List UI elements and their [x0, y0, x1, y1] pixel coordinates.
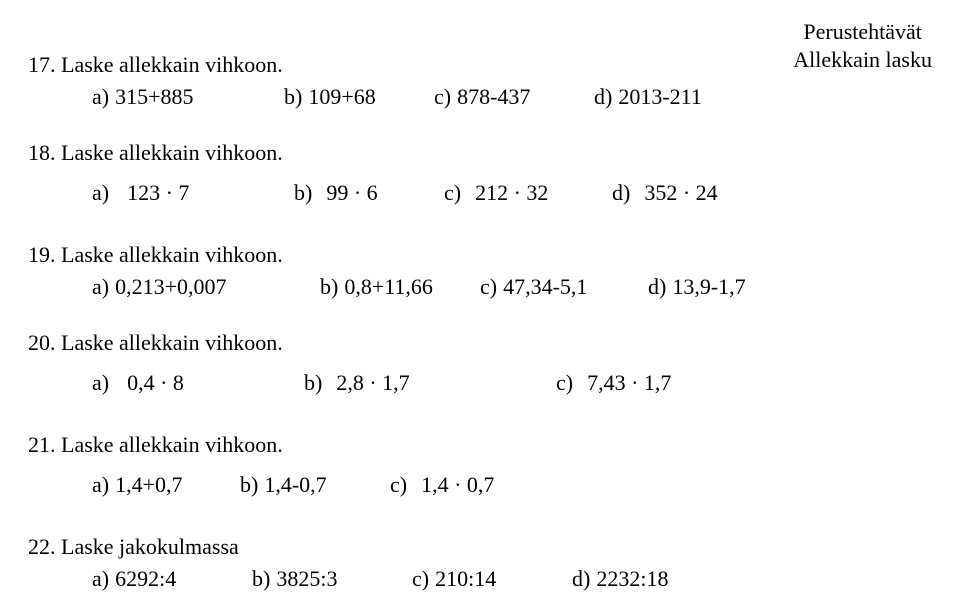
problem-18-d-expr: 352 · 24	[644, 180, 717, 206]
problem-21-prompt: 21. Laske allekkain vihkoon.	[28, 432, 494, 458]
label-b: b)	[284, 84, 302, 110]
label-d: d)	[612, 180, 630, 206]
label-a: a)	[92, 84, 109, 110]
problem-19-c: c) 47,34-5,1	[480, 274, 648, 300]
problem-19-a-expr: 0,213+0,007	[115, 274, 226, 300]
label-b: b)	[320, 274, 338, 300]
label-c: c)	[390, 472, 407, 498]
label-d: d)	[572, 566, 590, 592]
label-a: a)	[92, 274, 109, 300]
problem-21-a-expr: 1,4+0,7	[115, 472, 182, 498]
problem-19: 19. Laske allekkain vihkoon. a) 0,213+0,…	[28, 242, 746, 300]
label-d: d)	[648, 274, 666, 300]
problem-21-b-expr: 1,4-0,7	[264, 472, 326, 498]
label-a: a)	[92, 566, 109, 592]
label-c: c)	[412, 566, 429, 592]
problem-17-d-expr: 2013-211	[618, 84, 702, 110]
problem-19-b: b) 0,8+11,66	[320, 274, 480, 300]
problem-17-c: c) 878-437	[434, 84, 594, 110]
label-a: a)	[92, 180, 109, 206]
problem-21-c: c) 1,4 · 0,7	[390, 472, 494, 498]
problem-17-d: d) 2013-211	[594, 84, 702, 110]
problem-18-c-expr: 212 · 32	[475, 180, 548, 206]
problem-20: 20. Laske allekkain vihkoon. a) 0,4 · 8 …	[28, 330, 671, 396]
problem-21-row: a) 1,4+0,7 b) 1,4-0,7 c) 1,4 · 0,7	[92, 472, 494, 498]
problem-17: 17. Laske allekkain vihkoon. a) 315+885 …	[28, 52, 702, 110]
problem-22-prompt: 22. Laske jakokulmassa	[28, 534, 668, 560]
problem-20-b: b) 2,8 · 1,7	[304, 370, 556, 396]
problem-17-b: b) 109+68	[284, 84, 434, 110]
problem-20-a-expr: 0,4 · 8	[127, 370, 184, 396]
problem-20-row: a) 0,4 · 8 b) 2,8 · 1,7 c) 7,43 · 1,7	[92, 370, 671, 396]
label-c: c)	[480, 274, 497, 300]
header-line-1: Perustehtävät	[793, 18, 932, 46]
problem-21-c-expr: 1,4 · 0,7	[421, 472, 494, 498]
problem-19-prompt: 19. Laske allekkain vihkoon.	[28, 242, 746, 268]
problem-17-a: a) 315+885	[92, 84, 284, 110]
label-c: c)	[434, 84, 451, 110]
problem-22-row: a) 6292:4 b) 3825:3 c) 210:14 d) 2232:18	[92, 566, 668, 592]
problem-17-a-expr: 315+885	[115, 84, 193, 110]
problem-18-a-expr: 123 · 7	[127, 180, 189, 206]
problem-21-b: b) 1,4-0,7	[240, 472, 390, 498]
problem-21: 21. Laske allekkain vihkoon. a) 1,4+0,7 …	[28, 432, 494, 498]
problem-18-a: a) 123 · 7	[92, 180, 294, 206]
problem-22: 22. Laske jakokulmassa a) 6292:4 b) 3825…	[28, 534, 668, 592]
problem-19-b-expr: 0,8+11,66	[344, 274, 433, 300]
problem-20-a: a) 0,4 · 8	[92, 370, 304, 396]
label-d: d)	[594, 84, 612, 110]
problem-20-b-expr: 2,8 · 1,7	[336, 370, 409, 396]
page: Perustehtävät Allekkain lasku 17. Laske …	[0, 0, 960, 607]
label-b: b)	[240, 472, 258, 498]
problem-20-c-expr: 7,43 · 1,7	[587, 370, 671, 396]
problem-17-c-expr: 878-437	[457, 84, 530, 110]
problem-22-c: c) 210:14	[412, 566, 572, 592]
header: Perustehtävät Allekkain lasku	[793, 18, 932, 73]
problem-22-d-expr: 2232:18	[596, 566, 668, 592]
problem-20-c: c) 7,43 · 1,7	[556, 370, 671, 396]
problem-22-a: a) 6292:4	[92, 566, 252, 592]
problem-19-row: a) 0,213+0,007 b) 0,8+11,66 c) 47,34-5,1…	[92, 274, 746, 300]
problem-18-b-expr: 99 · 6	[326, 180, 377, 206]
problem-20-prompt: 20. Laske allekkain vihkoon.	[28, 330, 671, 356]
problem-18-row: a) 123 · 7 b) 99 · 6 c) 212 · 32 d) 352 …	[92, 180, 718, 206]
problem-21-a: a) 1,4+0,7	[92, 472, 240, 498]
problem-22-b: b) 3825:3	[252, 566, 412, 592]
problem-18-c: c) 212 · 32	[444, 180, 612, 206]
problem-19-c-expr: 47,34-5,1	[503, 274, 587, 300]
problem-18: 18. Laske allekkain vihkoon. a) 123 · 7 …	[28, 140, 718, 206]
problem-19-a: a) 0,213+0,007	[92, 274, 320, 300]
problem-17-row: a) 315+885 b) 109+68 c) 878-437 d) 2013-…	[92, 84, 702, 110]
problem-17-prompt: 17. Laske allekkain vihkoon.	[28, 52, 702, 78]
label-b: b)	[294, 180, 312, 206]
label-b: b)	[252, 566, 270, 592]
problem-18-prompt: 18. Laske allekkain vihkoon.	[28, 140, 718, 166]
label-a: a)	[92, 472, 109, 498]
label-a: a)	[92, 370, 109, 396]
problem-17-b-expr: 109+68	[308, 84, 375, 110]
label-b: b)	[304, 370, 322, 396]
problem-18-d: d) 352 · 24	[612, 180, 718, 206]
problem-22-d: d) 2232:18	[572, 566, 668, 592]
label-c: c)	[444, 180, 461, 206]
problem-22-a-expr: 6292:4	[115, 566, 176, 592]
problem-18-b: b) 99 · 6	[294, 180, 444, 206]
problem-19-d-expr: 13,9-1,7	[672, 274, 745, 300]
header-line-2: Allekkain lasku	[793, 46, 932, 74]
problem-22-c-expr: 210:14	[435, 566, 496, 592]
problem-22-b-expr: 3825:3	[276, 566, 337, 592]
label-c: c)	[556, 370, 573, 396]
problem-19-d: d) 13,9-1,7	[648, 274, 746, 300]
